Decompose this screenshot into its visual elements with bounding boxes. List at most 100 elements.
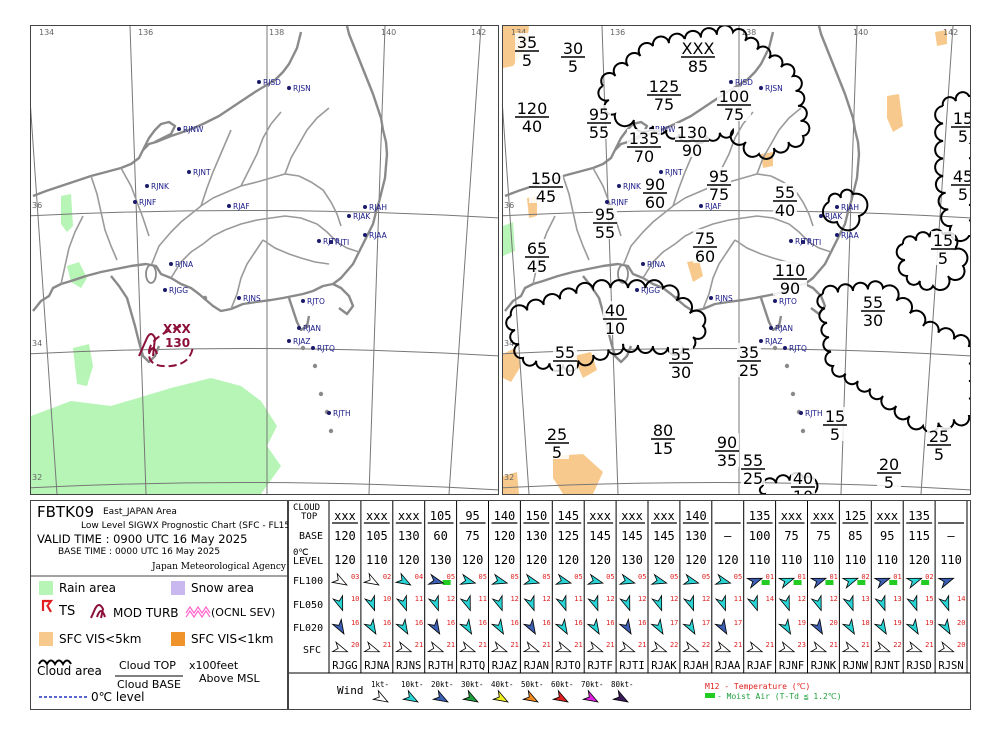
wind-key-arrow bbox=[371, 689, 389, 703]
top-rjgg: xxx bbox=[334, 509, 356, 523]
row-label-fl100: FL100 bbox=[293, 576, 323, 587]
svg-text:RJGG: RJGG bbox=[641, 286, 660, 295]
wind-sfc-rjaa bbox=[713, 641, 732, 653]
cloud-label: 155 bbox=[951, 109, 975, 146]
station-rjak: RJAK bbox=[651, 660, 677, 672]
temp-sfc-rjan: 21 bbox=[542, 641, 550, 649]
svg-text:RJTO: RJTO bbox=[307, 297, 325, 306]
svg-text:100: 100 bbox=[719, 87, 750, 106]
base-rjsn: – bbox=[947, 529, 955, 543]
wind-fl050-rjto bbox=[555, 594, 567, 612]
wind-fl020-rjnw bbox=[841, 617, 855, 635]
temp-fl050-rjtq: 11 bbox=[479, 595, 487, 603]
wind-sfc-rjan bbox=[522, 641, 540, 653]
base-rjns: 130 bbox=[398, 529, 420, 543]
svg-text:RJTH: RJTH bbox=[333, 409, 351, 418]
svg-text:55: 55 bbox=[671, 345, 691, 364]
wind-label: Wind bbox=[337, 684, 364, 697]
turb-icon bbox=[90, 604, 106, 619]
base-rjsd: 115 bbox=[908, 529, 930, 543]
temp-fl020-rjns: 16 bbox=[415, 619, 423, 627]
wind-key-arrow bbox=[551, 689, 569, 703]
svg-text:90: 90 bbox=[717, 433, 737, 452]
rain-area bbox=[61, 194, 73, 232]
lon-label-138: 138 bbox=[269, 28, 284, 37]
temp-fl100-rjnt: 01 bbox=[893, 573, 901, 581]
station-rjaf: RJAF bbox=[699, 202, 722, 211]
station-rjns: RJNS bbox=[237, 294, 261, 303]
top-rjto: 145 bbox=[557, 509, 579, 523]
wind-fl050-rjah bbox=[682, 594, 694, 612]
lon-label-140: 140 bbox=[381, 28, 396, 37]
station-rjto: RJTO bbox=[773, 297, 797, 306]
row-label-fl050: FL050 bbox=[293, 600, 323, 611]
temp-fl100-rjan: 05 bbox=[542, 573, 550, 581]
wind-fl050-rjns bbox=[395, 594, 407, 612]
temp-sfc-rjgg: 20 bbox=[351, 641, 359, 649]
wind-key-0: 1kt- bbox=[371, 680, 389, 689]
wind-fl100-rjna bbox=[362, 572, 380, 586]
cloud-label: 355 bbox=[515, 33, 539, 70]
map-left: 134 136 138 140 142 36 34 32 RJSD RJSN RJNW RJNT RJN… bbox=[24, 25, 502, 495]
temp-fl020-rjsd: 19 bbox=[925, 619, 933, 627]
station-rjto: RJTO bbox=[301, 297, 325, 306]
station-rjnf: RJNF bbox=[605, 198, 628, 207]
wind-fl050-rjth bbox=[427, 594, 439, 612]
svg-text:RJNW: RJNW bbox=[655, 125, 676, 134]
station-rjaf: RJAF bbox=[747, 660, 772, 672]
svg-text:25: 25 bbox=[743, 469, 763, 488]
top-rjaz: 140 bbox=[494, 509, 516, 523]
base-rjaa: – bbox=[724, 529, 732, 543]
svg-text:5: 5 bbox=[958, 185, 968, 204]
lon-label-136: 136 bbox=[610, 28, 625, 37]
islands bbox=[674, 295, 806, 434]
stations: RJSDRJSNRJNWRJNTRJNKRJNFRJAFRJAKRJAHRJTF… bbox=[133, 78, 388, 418]
base-rjnt: 95 bbox=[880, 529, 894, 543]
wind-key-2: 20kt- bbox=[431, 680, 454, 689]
vis-area bbox=[687, 260, 703, 282]
station-rjah: RJAH bbox=[835, 203, 859, 212]
wind-fl050-rjan bbox=[523, 594, 535, 612]
station-rjnt: RJNT bbox=[875, 660, 901, 672]
temp-fl100-rjto: 05 bbox=[574, 573, 582, 581]
svg-text:RJNF: RJNF bbox=[611, 198, 628, 207]
stations: RJSDRJSNRJNWRJNTRJNKRJNFRJAFRJAKRJAHRJTF… bbox=[605, 78, 860, 418]
lon-label-134: 134 bbox=[39, 28, 54, 37]
lon-label-142: 142 bbox=[471, 28, 486, 37]
svg-text:130: 130 bbox=[677, 123, 708, 142]
lat-label-32: 32 bbox=[504, 473, 514, 482]
svg-text:55: 55 bbox=[595, 223, 615, 242]
wind-fl020-rjnf bbox=[777, 617, 792, 635]
svg-text:40: 40 bbox=[793, 469, 813, 488]
svg-text:RJAK: RJAK bbox=[353, 212, 371, 221]
station-rjnk: RJNK bbox=[617, 182, 642, 191]
wind-sfc-rjnf bbox=[777, 641, 796, 653]
svg-text:30: 30 bbox=[563, 39, 583, 58]
svg-text:55: 55 bbox=[589, 123, 609, 142]
wind-fl020-rjna bbox=[363, 617, 377, 635]
lon-label-134: 134 bbox=[511, 28, 526, 37]
wind-fl100-rjns bbox=[394, 572, 412, 586]
wind-sfc-rjsn bbox=[937, 641, 955, 653]
station-rjaz: RJAZ bbox=[492, 660, 517, 672]
station-rjah: RJAH bbox=[683, 660, 708, 672]
temp-fl100-rjak: 05 bbox=[670, 573, 678, 581]
station-rjth: RJTH bbox=[428, 660, 453, 672]
top-rjtq: 95 bbox=[465, 509, 479, 523]
wind-fl020-rjsn bbox=[937, 617, 951, 635]
temp-sfc-rjth: 21 bbox=[447, 641, 455, 649]
temp-fl100-rjnw: 02 bbox=[861, 573, 869, 581]
wind-fl050-rjnt bbox=[874, 594, 886, 612]
wind-fl100-rjth bbox=[427, 573, 445, 585]
temp-fl100-rjaz: 05 bbox=[510, 573, 518, 581]
station-rjsn: RJSN bbox=[287, 84, 311, 93]
wind-sfc-rjnk bbox=[809, 641, 828, 653]
wind-fl100-rjnk bbox=[809, 577, 828, 589]
svg-text:RJNF: RJNF bbox=[139, 198, 156, 207]
svg-text:RJNS: RJNS bbox=[243, 294, 261, 303]
